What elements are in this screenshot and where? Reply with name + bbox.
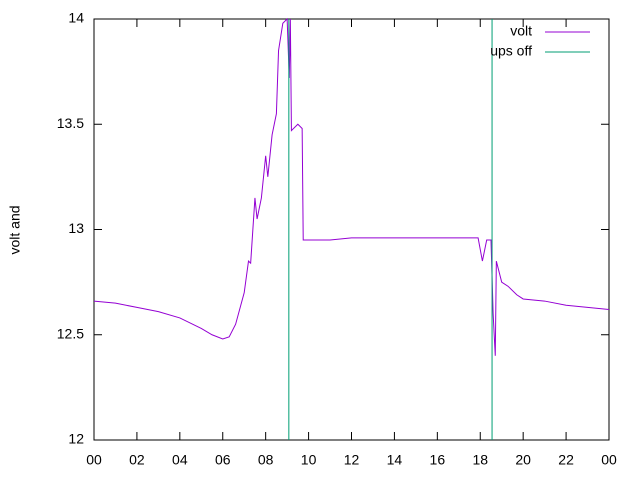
x-tick-label: 04: [172, 452, 188, 468]
line: [93, 17, 610, 356]
y-axis-label: volt and: [7, 205, 23, 254]
legend-label: ups off: [490, 43, 532, 59]
x-tick-label: 14: [387, 452, 403, 468]
x-tick-label: 10: [301, 452, 317, 468]
x-tick-label: 22: [558, 452, 574, 468]
x-tick-label: 18: [472, 452, 488, 468]
x-tick-label: 12: [344, 452, 360, 468]
y-tick-label: 13.5: [57, 115, 84, 131]
x-tick-label: 06: [215, 452, 231, 468]
y-tick-label: 13: [68, 220, 84, 236]
x-tick-label: 00: [86, 452, 102, 468]
x-tick-label: 02: [129, 452, 145, 468]
x-tick-label: 16: [430, 452, 446, 468]
plot-border: [93, 18, 610, 441]
y-tick-label: 14: [68, 10, 84, 26]
y-tick-label: 12.5: [57, 325, 84, 341]
x-tick-label: 08: [258, 452, 274, 468]
y-tick-label: 12: [68, 431, 84, 447]
x-tick-label: 00: [601, 452, 617, 468]
legend-label: volt: [510, 23, 532, 39]
x-tick-label: 20: [515, 452, 531, 468]
